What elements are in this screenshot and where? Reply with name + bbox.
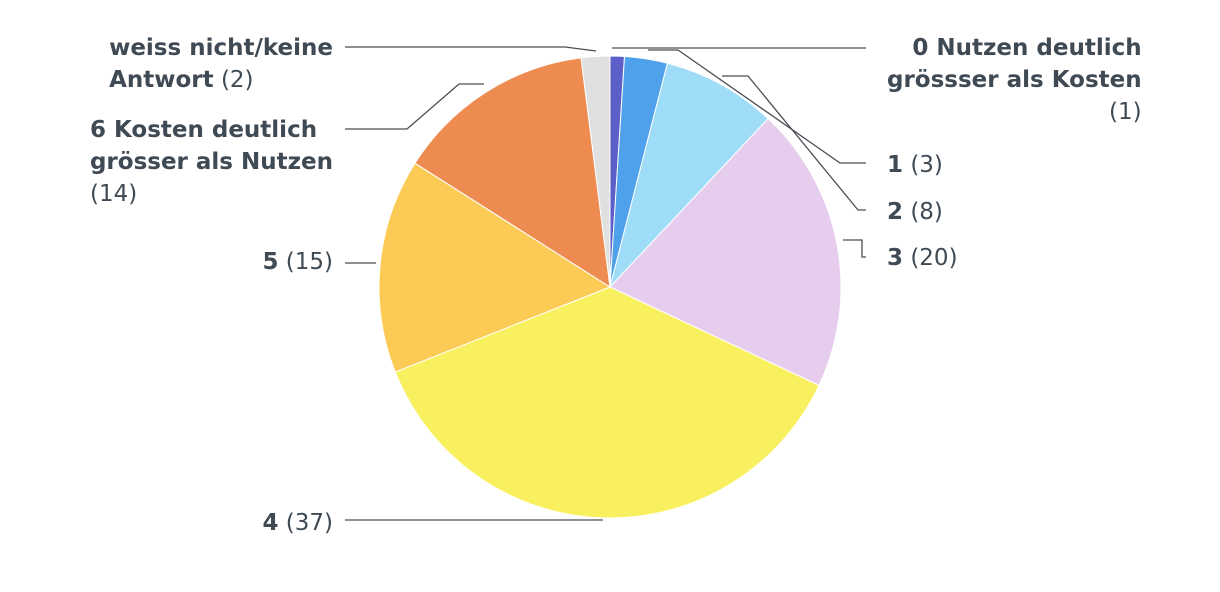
pie-slice <box>394 286 820 519</box>
slice-name: grössser als Kosten <box>887 67 1142 93</box>
slice-label-line: Antwort (2) <box>109 64 333 96</box>
slice-label: 3 (20) <box>887 242 958 274</box>
slice-label-line: grössser als Kosten <box>887 64 1142 96</box>
slice-label-line: 2 (8) <box>887 196 943 228</box>
leader-line <box>843 239 866 258</box>
slice-count: (37) <box>285 510 333 536</box>
slice-label-line: 3 (20) <box>887 242 958 274</box>
slice-name: 0 Nutzen deutlich <box>912 35 1142 61</box>
slice-label-line: weiss nicht/keine <box>109 32 333 64</box>
slice-label: 1 (3) <box>887 149 943 181</box>
slice-name: 1 <box>887 152 904 178</box>
slice-label-line: grösser als Nutzen <box>90 146 333 178</box>
slice-label: 5 (15) <box>262 246 333 278</box>
slice-count: (1) <box>1109 99 1142 125</box>
slice-label: 0 Nutzen deutlich grössser als Kosten (1) <box>887 32 1142 128</box>
slice-label: weiss nicht/keine Antwort (2) <box>109 32 333 96</box>
slice-name: 4 <box>262 510 279 536</box>
slice-count: (3) <box>910 152 943 178</box>
slice-label-line: 4 (37) <box>262 507 333 539</box>
pie-slice <box>609 62 769 288</box>
slice-name: 5 <box>262 249 279 275</box>
slice-count: (2) <box>220 67 254 93</box>
pie-slice <box>378 162 612 373</box>
pie-slices <box>378 55 842 519</box>
slice-count: (14) <box>89 181 138 207</box>
slice-label-line: 6 Kosten deutlich <box>90 114 333 146</box>
leader-line <box>345 83 484 130</box>
slice-name: 6 Kosten deutlich <box>89 117 318 143</box>
slice-count: (20) <box>910 245 958 271</box>
slice-name: weiss nicht/keine <box>109 35 333 61</box>
leader-line <box>648 49 866 164</box>
pie-slice <box>609 117 842 387</box>
slice-name: grösser als Nutzen <box>89 149 333 175</box>
slice-label: 6 Kosten deutlich grösser als Nutzen (14) <box>90 114 333 210</box>
slice-label: 4 (37) <box>262 507 333 539</box>
slice-label-line: 5 (15) <box>262 246 333 278</box>
leader-line <box>722 75 866 211</box>
pie-slice <box>580 55 611 288</box>
slice-label-line: 0 Nutzen deutlich <box>887 32 1142 64</box>
leader-line <box>345 46 597 52</box>
slice-name: 2 <box>887 199 904 225</box>
slice-label: 2 (8) <box>887 196 943 228</box>
slice-name: 3 <box>887 245 904 271</box>
leader-lines <box>345 46 866 521</box>
slice-label-line: 1 (3) <box>887 149 943 181</box>
slice-name: Antwort <box>109 67 214 93</box>
pie-slice <box>414 57 611 288</box>
slice-count: (15) <box>285 249 333 275</box>
slice-count: (8) <box>910 199 943 225</box>
